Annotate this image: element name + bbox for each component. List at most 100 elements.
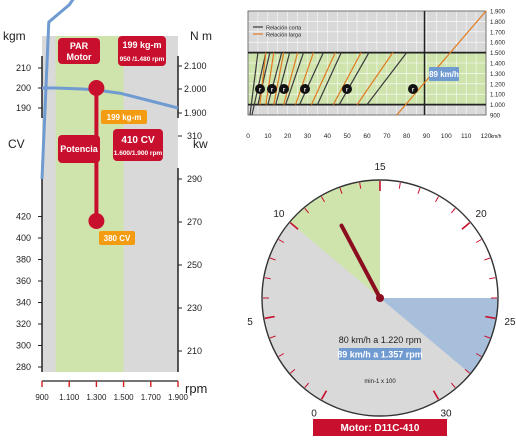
power-left-tick-label: 280 <box>16 362 31 372</box>
torque-max-marker <box>88 80 105 96</box>
gear-x-tick-label: 50 <box>344 133 352 140</box>
gauge-tick <box>398 182 401 189</box>
gauge-tick <box>304 208 310 214</box>
gear-line-short-ratio <box>267 52 283 105</box>
power-right-tick-label: 210 <box>187 346 202 356</box>
rpm-axis-label: rpm <box>185 381 207 396</box>
gear-line-long-ratio <box>396 10 487 116</box>
gauge-tick <box>339 187 343 194</box>
gauge-tick <box>278 353 285 357</box>
gear-line-short-ratio <box>275 52 291 105</box>
gear-x-tick-label: 90 <box>423 133 431 140</box>
gauge-text-line-2: 89 km/h a 1.357 rpm <box>337 350 423 360</box>
gauge-needle <box>339 223 382 300</box>
power-curve <box>40 0 75 180</box>
rpm-tick-label: 1.700 <box>141 393 162 402</box>
gauge-needle-hub <box>376 294 384 302</box>
gear-x-tick-label: 40 <box>324 133 332 140</box>
torque-callout-label: 199 kg-m <box>107 113 142 122</box>
rpm-tick-label: 1.100 <box>59 393 80 402</box>
gauge-tick <box>269 335 276 339</box>
gauge-tick-label: 20 <box>476 209 488 220</box>
rpm-tick-label: 1.300 <box>86 393 107 402</box>
power-marker <box>88 213 105 229</box>
power-right-tick-label: 310 <box>187 131 202 141</box>
gear-x-tick-label: 80 <box>403 133 411 140</box>
torque-callout-box <box>101 110 147 124</box>
motor-title-bar <box>313 419 447 436</box>
gauge-tick <box>289 222 299 230</box>
gear-line-long-ratio <box>356 52 394 105</box>
gear-line-long-ratio <box>265 52 275 105</box>
gear-y-tick-label: 900 <box>490 114 501 120</box>
power-left-tick-label: 380 <box>16 255 31 265</box>
gear-badge <box>279 84 289 94</box>
power-right-tick-label: 290 <box>187 174 202 184</box>
gear-line-short-ratio <box>299 52 324 105</box>
gear-y-tick-label: 1.800 <box>490 20 506 26</box>
gear-line-long-ratio <box>295 52 315 105</box>
gear-x-tick-label: 110 <box>461 133 472 140</box>
power-value-box <box>113 129 163 161</box>
torque-box-value: 199 kg-m <box>122 40 161 50</box>
gear-line-long-ratio <box>310 52 336 105</box>
power-right-tick-label: 250 <box>187 260 202 270</box>
gear-y-tick-label: 1.600 <box>490 41 506 47</box>
gauge-tick-label: 10 <box>273 209 285 220</box>
torque-left-tick-label: 210 <box>16 63 31 73</box>
gear-x-tick-label: 20 <box>284 133 292 140</box>
gauge-tick <box>484 335 491 339</box>
gear-line-long-ratio <box>259 52 267 105</box>
gear-line-short-ratio <box>338 52 370 105</box>
power-callout-box <box>99 231 135 245</box>
gauge-tick <box>475 353 482 357</box>
gauge-blue-band <box>380 298 498 374</box>
gauge-tick <box>475 239 482 243</box>
gauge-tick <box>264 277 271 280</box>
gauge-tick-label: 25 <box>504 317 516 328</box>
gauge-tick <box>450 208 456 214</box>
gauge-tick-label: 30 <box>440 408 452 419</box>
power-box-value: 410 CV <box>121 135 155 146</box>
gauge-tick <box>461 222 471 230</box>
power-callout-label: 380 CV <box>104 234 131 243</box>
gauge-tick <box>290 368 296 374</box>
gauge-tick <box>464 368 470 374</box>
par-tag-line1: PAR <box>70 41 89 51</box>
gear-line-short-ratio <box>249 52 259 116</box>
gauge-tick <box>417 187 421 194</box>
power-right-tick-label: 270 <box>187 217 202 227</box>
gauge-rim <box>261 179 499 417</box>
gauge-tick <box>450 382 456 388</box>
gear-x-tick-label: 60 <box>363 133 371 140</box>
gear-badge-label: r <box>346 88 349 94</box>
gauge-unit-label: min-1 x 100 <box>364 379 396 385</box>
gear-x-unit-label: km/h <box>491 134 502 140</box>
power-left-tick-label: 320 <box>16 319 31 329</box>
gear-badge <box>300 84 310 94</box>
potencia-tag <box>58 135 100 163</box>
gauge-tick <box>489 277 496 280</box>
gear-badge-label: r <box>259 88 262 94</box>
gear-y-tick-label: 1.700 <box>490 30 506 36</box>
gear-x-tick-label: 120 <box>481 133 492 140</box>
gear-y-tick-label: 1.200 <box>490 82 506 88</box>
gear-line-long-ratio <box>332 52 362 105</box>
rpm-tick-label: 1.900 <box>168 393 189 402</box>
gear-line-long-ratio <box>283 52 299 105</box>
gear-badge-label: r <box>283 88 286 94</box>
gear-line-short-ratio <box>257 52 271 105</box>
gear-line-short-ratio <box>285 52 305 105</box>
gauge-tick-label: 0 <box>311 408 317 419</box>
gear-plot-frame <box>247 10 487 116</box>
gauge-tick-label: 15 <box>374 162 386 173</box>
gear-line-short-ratio <box>366 52 408 105</box>
power-left-tick-label: 340 <box>16 298 31 308</box>
torque-right-axis-label: N m <box>190 29 212 43</box>
torque-right-tick-label: 2.000 <box>184 84 207 94</box>
gear-badge <box>408 84 418 94</box>
power-left-tick-label: 420 <box>16 212 31 222</box>
gauge-tick <box>320 390 328 400</box>
